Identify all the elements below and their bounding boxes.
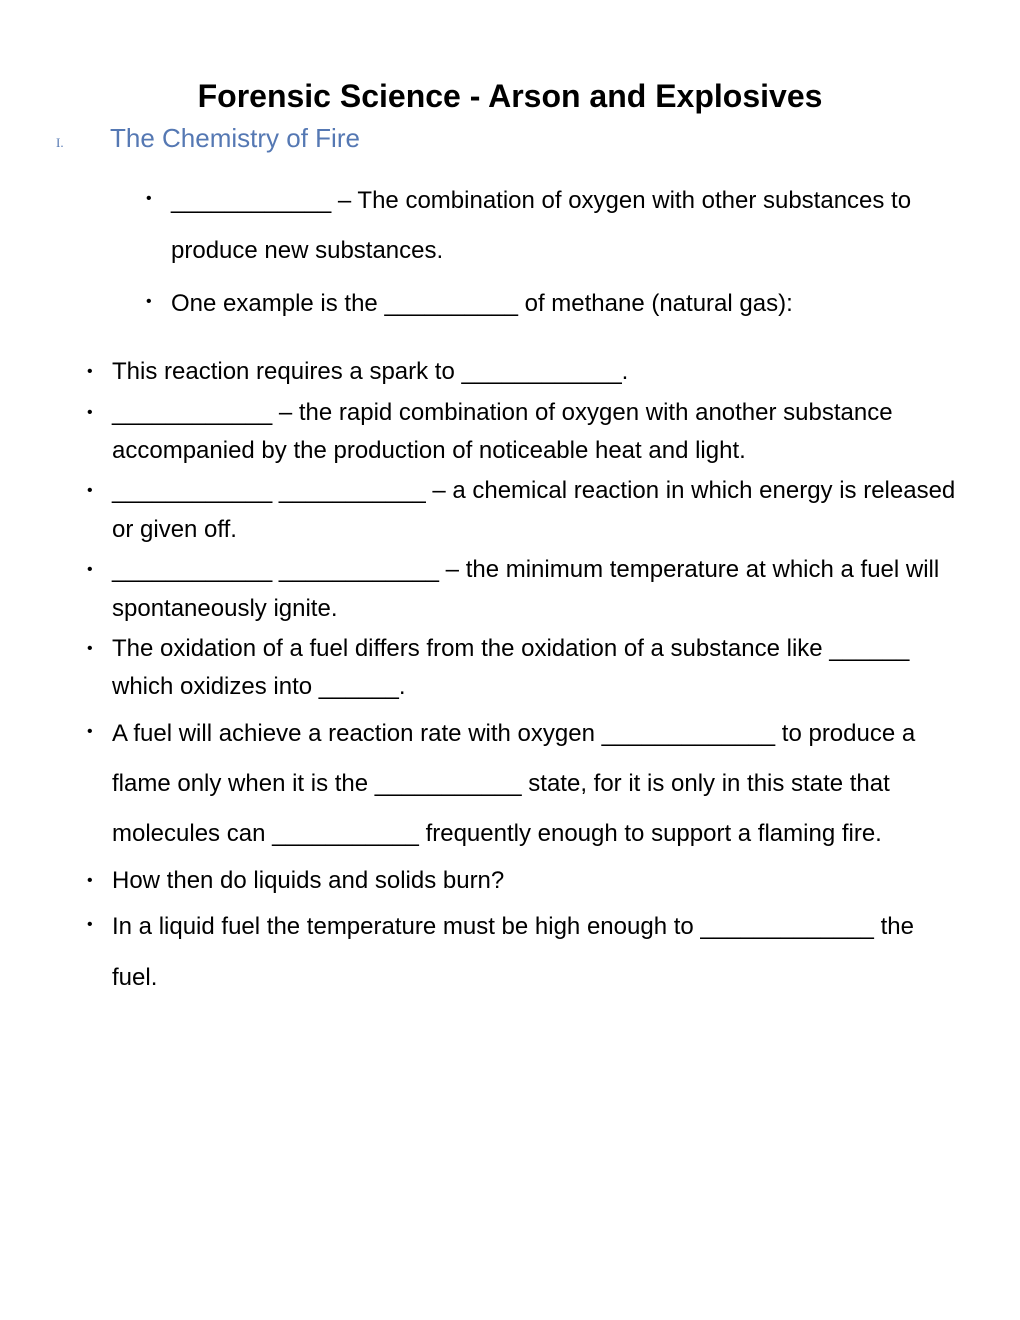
bullet-icon: • <box>146 285 152 319</box>
list-item-text: A fuel will achieve a reaction rate with… <box>112 720 915 848</box>
list-item: • This reaction requires a spark to ____… <box>56 353 964 391</box>
page-title: Forensic Science - Arson and Explosives <box>56 78 964 115</box>
list-item: • ____________ ___________ – a chemical … <box>56 472 964 549</box>
bullet-icon: • <box>87 557 93 583</box>
bullet-icon: • <box>87 359 93 385</box>
list-item: • How then do liquids and solids burn? <box>56 862 964 900</box>
list-item-text: ____________ – the rapid combination of … <box>112 399 893 464</box>
roman-numeral: I. <box>56 135 110 151</box>
bullet-list: • ____________ – The combination of oxyg… <box>56 176 964 1003</box>
list-item: • ____________ – the rapid combination o… <box>56 394 964 471</box>
bullet-icon: • <box>87 478 93 504</box>
section-heading: The Chemistry of Fire <box>110 123 360 154</box>
list-item-text: ____________ – The combination of oxygen… <box>171 187 911 264</box>
list-item-text: One example is the __________ of methane… <box>171 290 793 317</box>
bullet-icon: • <box>146 182 152 216</box>
list-item: • A fuel will achieve a reaction rate wi… <box>56 709 964 860</box>
section-header-row: I. The Chemistry of Fire <box>56 123 964 154</box>
bullet-icon: • <box>87 908 93 942</box>
list-item: • In a liquid fuel the temperature must … <box>56 902 964 1003</box>
bullet-icon: • <box>87 715 93 749</box>
list-item-text: ____________ ____________ – the minimum … <box>112 556 939 621</box>
list-item-text: ____________ ___________ – a chemical re… <box>112 477 955 542</box>
bullet-icon: • <box>87 868 93 894</box>
list-item: • ____________ ____________ – the minimu… <box>56 551 964 628</box>
list-item-text: In a liquid fuel the temperature must be… <box>112 913 914 990</box>
list-item: • ____________ – The combination of oxyg… <box>56 176 964 277</box>
bullet-icon: • <box>87 400 93 426</box>
list-item-text: The oxidation of a fuel differs from the… <box>112 635 909 700</box>
list-item: • The oxidation of a fuel differs from t… <box>56 630 964 707</box>
bullet-icon: • <box>87 636 93 662</box>
list-item-text: This reaction requires a spark to ______… <box>112 358 628 385</box>
list-item-text: How then do liquids and solids burn? <box>112 867 504 894</box>
list-item: • One example is the __________ of metha… <box>56 279 964 329</box>
